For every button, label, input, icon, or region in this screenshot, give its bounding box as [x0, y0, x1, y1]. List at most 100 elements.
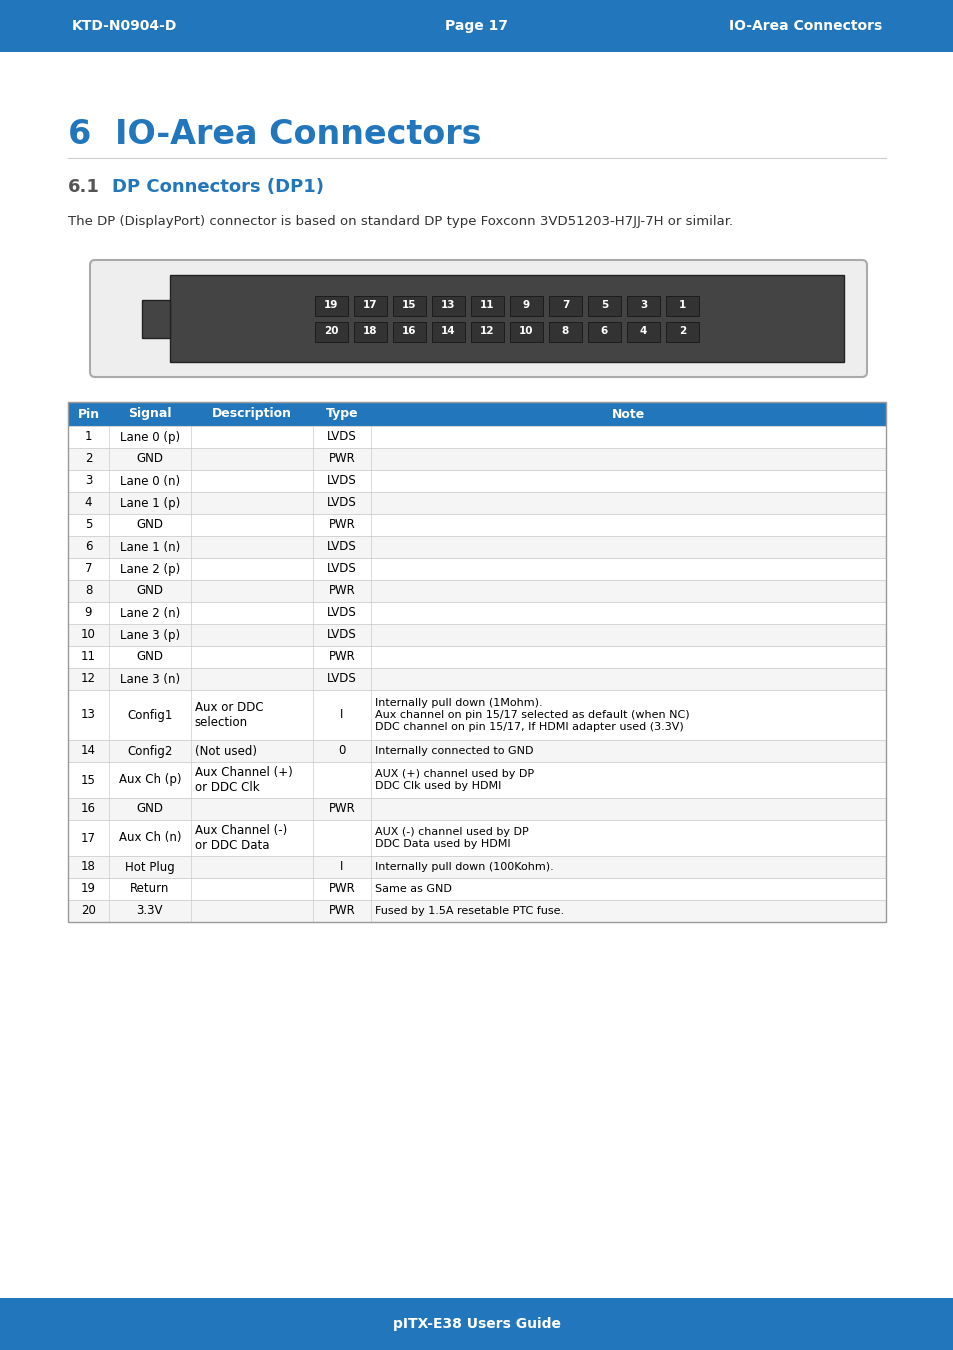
Text: 4: 4: [85, 497, 92, 509]
Text: 15: 15: [81, 774, 96, 787]
Text: 5: 5: [600, 301, 607, 310]
Text: Hot Plug: Hot Plug: [125, 860, 174, 873]
Bar: [68, 878, 885, 900]
Text: 10: 10: [518, 327, 533, 336]
Text: GND: GND: [136, 651, 163, 663]
Text: Description: Description: [212, 408, 292, 420]
Text: Aux or DDC
selection: Aux or DDC selection: [194, 701, 263, 729]
Text: Internally connected to GND: Internally connected to GND: [375, 747, 533, 756]
Bar: [68, 798, 885, 819]
Text: PWR: PWR: [329, 518, 355, 532]
Bar: [432, 296, 464, 316]
Bar: [68, 856, 885, 878]
Text: PWR: PWR: [329, 585, 355, 598]
Text: LVDS: LVDS: [327, 540, 356, 553]
Text: 9: 9: [522, 301, 530, 310]
Bar: [68, 536, 885, 558]
Text: Lane 2 (n): Lane 2 (n): [119, 606, 180, 620]
Text: (Not used): (Not used): [194, 744, 256, 757]
Bar: [68, 470, 885, 491]
Text: 1: 1: [85, 431, 92, 444]
Text: 11: 11: [479, 301, 495, 310]
Text: Internally pull down (1Mohm).
Aux channel on pin 15/17 selected as default (when: Internally pull down (1Mohm). Aux channe…: [375, 698, 689, 732]
Text: Aux Channel (+)
or DDC Clk: Aux Channel (+) or DDC Clk: [194, 765, 293, 794]
Text: Lane 0 (p): Lane 0 (p): [120, 431, 180, 444]
Text: 0: 0: [338, 744, 345, 757]
Text: 7: 7: [561, 301, 569, 310]
Bar: [354, 321, 387, 342]
Text: 5: 5: [85, 518, 92, 532]
FancyBboxPatch shape: [90, 261, 866, 377]
Text: 19: 19: [324, 301, 338, 310]
Text: 12: 12: [81, 672, 96, 686]
Bar: [68, 558, 885, 580]
Text: I: I: [340, 709, 343, 721]
Text: Type: Type: [325, 408, 358, 420]
Text: Config1: Config1: [127, 709, 172, 721]
Bar: [68, 761, 885, 798]
Text: Lane 0 (n): Lane 0 (n): [120, 474, 180, 487]
Text: 6.1: 6.1: [68, 178, 100, 196]
Text: 4: 4: [639, 327, 646, 336]
Text: Aux Ch (p): Aux Ch (p): [118, 774, 181, 787]
Bar: [68, 514, 885, 536]
Text: Aux Ch (n): Aux Ch (n): [118, 832, 181, 845]
Text: Page 17: Page 17: [445, 19, 508, 32]
Text: Lane 1 (p): Lane 1 (p): [119, 497, 180, 509]
Bar: [68, 740, 885, 761]
Text: 14: 14: [81, 744, 96, 757]
Text: PWR: PWR: [329, 883, 355, 895]
Text: GND: GND: [136, 518, 163, 532]
Text: Note: Note: [611, 408, 644, 420]
Bar: [587, 321, 620, 342]
Text: 18: 18: [81, 860, 96, 873]
Text: PWR: PWR: [329, 651, 355, 663]
Text: 20: 20: [324, 327, 338, 336]
Text: 15: 15: [402, 301, 416, 310]
Text: 19: 19: [81, 883, 96, 895]
Bar: [510, 296, 542, 316]
Bar: [68, 647, 885, 668]
Bar: [170, 275, 843, 362]
Bar: [68, 602, 885, 624]
Text: 3: 3: [85, 474, 92, 487]
Text: The DP (DisplayPort) connector is based on standard DP type Foxconn 3VD51203-H7J: The DP (DisplayPort) connector is based …: [68, 215, 732, 228]
Text: LVDS: LVDS: [327, 431, 356, 444]
Text: PWR: PWR: [329, 904, 355, 918]
Text: 6: 6: [85, 540, 92, 553]
Text: 14: 14: [440, 327, 456, 336]
Text: 11: 11: [81, 651, 96, 663]
Bar: [68, 427, 885, 448]
Bar: [393, 321, 426, 342]
Text: Fused by 1.5A resetable PTC fuse.: Fused by 1.5A resetable PTC fuse.: [375, 906, 563, 917]
Bar: [432, 321, 464, 342]
Bar: [510, 321, 542, 342]
Text: pITX-E38 Users Guide: pITX-E38 Users Guide: [393, 1318, 560, 1331]
Text: LVDS: LVDS: [327, 672, 356, 686]
Bar: [0, 1297, 953, 1350]
Text: I: I: [340, 860, 343, 873]
Text: GND: GND: [136, 802, 163, 815]
Text: 1: 1: [679, 301, 685, 310]
Text: 13: 13: [81, 709, 96, 721]
Bar: [665, 296, 699, 316]
Bar: [587, 296, 620, 316]
Text: 3.3V: 3.3V: [136, 904, 163, 918]
Bar: [393, 296, 426, 316]
Text: Same as GND: Same as GND: [375, 884, 451, 894]
Bar: [626, 321, 659, 342]
Text: KTD-N0904-D: KTD-N0904-D: [71, 19, 177, 32]
Text: 2: 2: [679, 327, 685, 336]
Bar: [68, 448, 885, 470]
Text: 17: 17: [81, 832, 96, 845]
Text: Signal: Signal: [128, 408, 172, 420]
Text: IO-Area Connectors: IO-Area Connectors: [728, 19, 882, 32]
Text: 6: 6: [68, 117, 91, 151]
Bar: [314, 321, 348, 342]
Text: Lane 3 (p): Lane 3 (p): [120, 629, 180, 641]
Text: 20: 20: [81, 904, 96, 918]
Text: Internally pull down (100Kohm).: Internally pull down (100Kohm).: [375, 863, 553, 872]
Text: IO-Area Connectors: IO-Area Connectors: [115, 117, 481, 151]
Text: DP Connectors (DP1): DP Connectors (DP1): [112, 178, 324, 196]
Bar: [68, 690, 885, 740]
